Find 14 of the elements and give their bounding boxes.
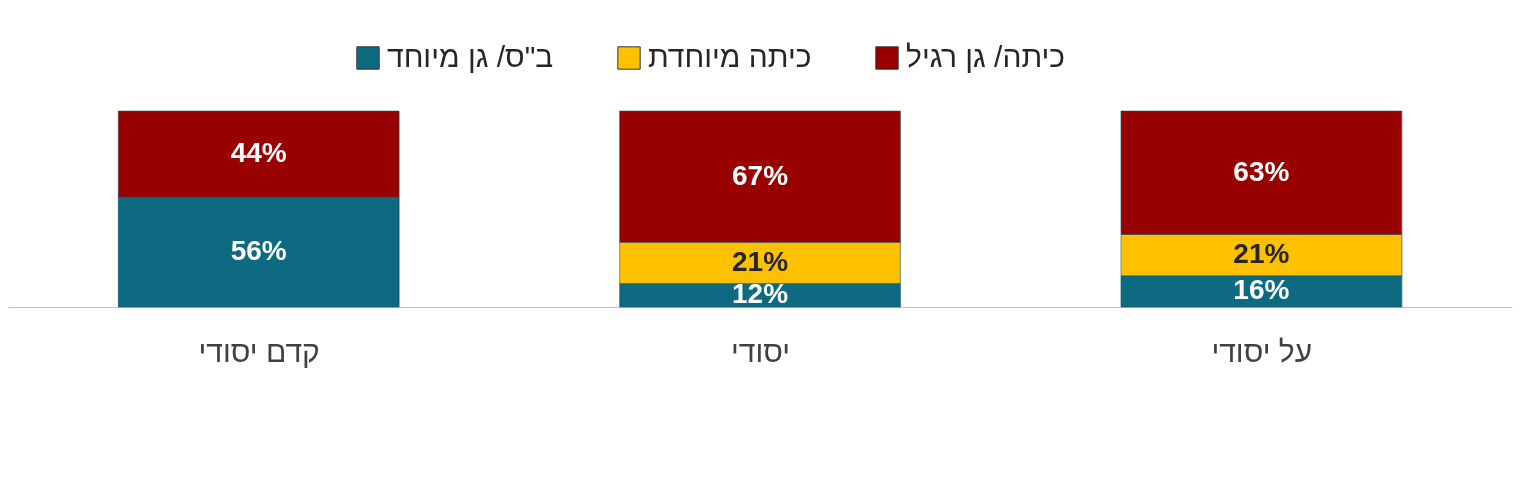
x-tick-label: קדם יסודי <box>198 334 320 368</box>
legend-label: כיתה/ גן רגיל <box>906 40 1066 73</box>
x-tick-label: על יסודי <box>1211 334 1313 368</box>
data-label: 67% <box>731 159 789 191</box>
x-tick-label: יסודי <box>730 334 791 368</box>
data-label: 12% <box>731 278 789 310</box>
legend-label: ב"ס/ גן מיוחד <box>387 40 554 73</box>
legend-label: כיתה מיוחדת <box>648 40 812 73</box>
data-label: 21% <box>1233 238 1290 270</box>
data-label: 21% <box>731 245 789 277</box>
data-label: 63% <box>1233 155 1290 187</box>
data-label: 56% <box>230 235 287 267</box>
data-label: 16% <box>1233 274 1290 306</box>
data-label: 44% <box>230 137 287 169</box>
